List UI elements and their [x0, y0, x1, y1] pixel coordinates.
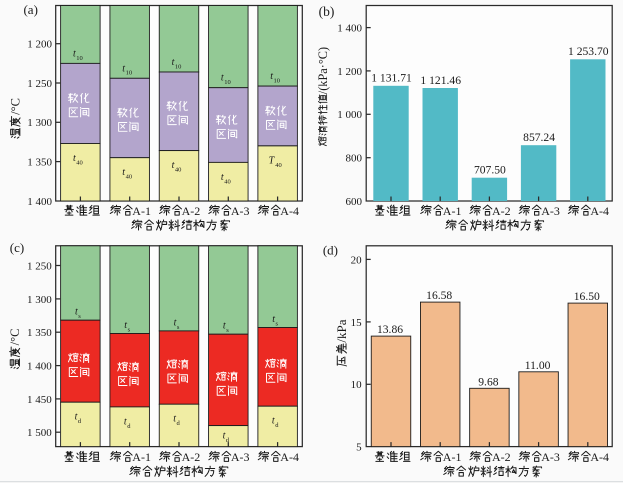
svg-text:/kPa: /kPa — [334, 319, 349, 342]
svg-text:1 250: 1 250 — [27, 78, 52, 90]
svg-text:13.86: 13.86 — [377, 323, 403, 336]
svg-text:40: 40 — [126, 174, 133, 181]
svg-text:40: 40 — [175, 167, 182, 174]
svg-text:t: t — [223, 431, 226, 442]
svg-text:s: s — [226, 327, 229, 334]
svg-text:A-1: A-1 — [443, 450, 462, 464]
svg-text:1 250: 1 250 — [27, 260, 52, 272]
svg-text:1 200: 1 200 — [27, 39, 52, 51]
svg-text:800: 800 — [346, 153, 363, 165]
svg-text:1 400: 1 400 — [27, 360, 52, 372]
svg-text:t: t — [272, 314, 275, 325]
svg-text:1 350: 1 350 — [27, 327, 52, 339]
svg-text:40: 40 — [224, 178, 231, 185]
svg-text:(b): (b) — [319, 4, 335, 19]
svg-text:1 121.46: 1 121.46 — [420, 74, 461, 87]
svg-text:A-2: A-2 — [182, 204, 201, 218]
svg-text:t: t — [172, 57, 175, 68]
svg-text:t: t — [122, 63, 125, 74]
svg-text:16.50: 16.50 — [574, 290, 600, 303]
svg-text:20: 20 — [351, 254, 363, 266]
svg-text:A-1: A-1 — [132, 204, 151, 218]
svg-text:A-4: A-4 — [590, 204, 609, 218]
svg-text:d: d — [226, 437, 230, 444]
svg-text:11.00: 11.00 — [525, 359, 551, 372]
svg-text:15: 15 — [351, 317, 363, 329]
svg-text:(d): (d) — [323, 243, 338, 258]
svg-text:t: t — [75, 412, 78, 423]
svg-text:A-3: A-3 — [231, 450, 250, 464]
svg-text:707.50: 707.50 — [474, 164, 506, 177]
svg-text:9.68: 9.68 — [478, 375, 498, 388]
svg-text:t: t — [73, 153, 76, 164]
svg-text:t: t — [172, 160, 175, 171]
svg-text:s: s — [276, 320, 279, 327]
svg-text:t: t — [75, 307, 78, 318]
svg-text:t: t — [223, 321, 226, 332]
svg-text:t: t — [173, 414, 176, 425]
svg-text:d: d — [275, 422, 279, 429]
svg-text:A-4: A-4 — [280, 204, 299, 218]
svg-text:A-3: A-3 — [231, 204, 250, 218]
svg-text:t: t — [221, 73, 224, 84]
svg-text:t: t — [272, 416, 275, 427]
svg-text:A-2: A-2 — [492, 204, 511, 218]
svg-text:t: t — [270, 71, 273, 82]
svg-text:1 200: 1 200 — [337, 66, 362, 78]
svg-text:1 400: 1 400 — [27, 196, 52, 208]
svg-text:A-1: A-1 — [443, 204, 462, 218]
svg-text:A-4: A-4 — [280, 450, 299, 464]
svg-text:d: d — [177, 420, 181, 427]
svg-text:1 300: 1 300 — [27, 294, 52, 306]
svg-text:t: t — [124, 416, 127, 427]
svg-text:t: t — [122, 167, 125, 178]
svg-text:1 131.71: 1 131.71 — [371, 72, 412, 85]
svg-text:10: 10 — [175, 63, 182, 70]
svg-text:/°C: /°C — [9, 98, 23, 115]
svg-text:857.24: 857.24 — [523, 131, 555, 144]
svg-text:A-3: A-3 — [541, 204, 560, 218]
svg-text:s: s — [177, 324, 180, 331]
svg-text:t: t — [174, 317, 177, 328]
svg-text:40: 40 — [275, 162, 282, 169]
svg-text:1 500: 1 500 — [27, 427, 52, 439]
svg-text:1 350: 1 350 — [27, 157, 52, 169]
svg-text:A-2: A-2 — [182, 450, 201, 464]
svg-text:10: 10 — [126, 70, 133, 77]
svg-text:600: 600 — [346, 196, 363, 208]
svg-text:1 450: 1 450 — [27, 394, 52, 406]
svg-text:t: t — [124, 320, 127, 331]
svg-text:1 253.70: 1 253.70 — [568, 45, 609, 58]
svg-text:(a): (a) — [23, 2, 37, 17]
svg-text:5: 5 — [356, 442, 362, 454]
svg-text:d: d — [78, 418, 82, 425]
svg-text:t: t — [73, 48, 76, 59]
svg-text:T: T — [269, 155, 276, 166]
svg-text:1 300: 1 300 — [27, 117, 52, 129]
svg-text:/°C: /°C — [8, 329, 22, 346]
svg-text:1 400: 1 400 — [337, 23, 362, 35]
svg-text:A-1: A-1 — [132, 450, 151, 464]
svg-text:s: s — [78, 313, 81, 320]
svg-text:t: t — [221, 172, 224, 183]
svg-text:1 000: 1 000 — [337, 109, 362, 121]
svg-text:10: 10 — [224, 79, 231, 86]
svg-text:40: 40 — [76, 159, 83, 166]
svg-text:s: s — [128, 326, 131, 333]
svg-text:/(kPa·°C): /(kPa·°C) — [316, 47, 330, 94]
svg-text:10: 10 — [351, 379, 363, 391]
svg-text:A-4: A-4 — [590, 450, 609, 464]
svg-text:(c): (c) — [10, 240, 24, 255]
svg-text:10: 10 — [274, 78, 281, 85]
svg-text:10: 10 — [76, 55, 83, 62]
svg-text:d: d — [127, 423, 131, 430]
svg-text:A-3: A-3 — [541, 450, 560, 464]
svg-text:A-2: A-2 — [492, 450, 511, 464]
svg-text:16.58: 16.58 — [426, 289, 452, 302]
